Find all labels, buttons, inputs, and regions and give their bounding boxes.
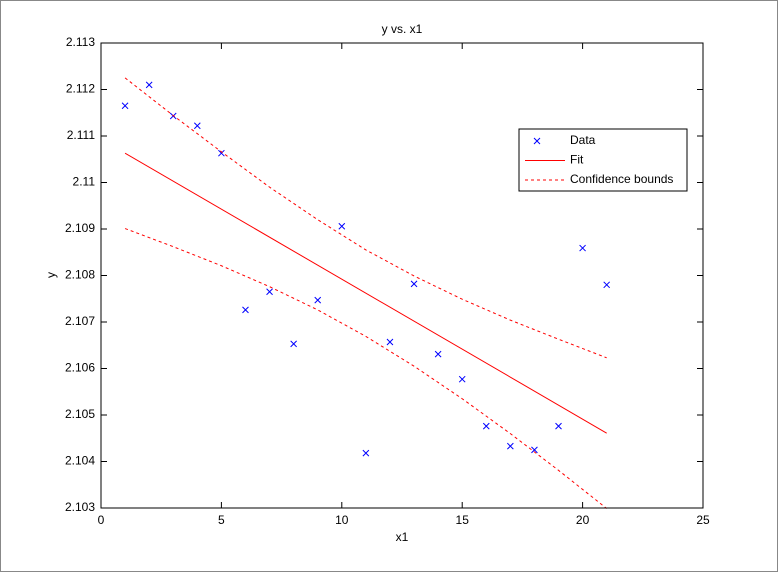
y-axis-label: y [44, 272, 58, 278]
data-point [290, 340, 297, 348]
x-tick-label: 5 [218, 513, 225, 527]
x-tick-label: 15 [456, 513, 470, 527]
x-tick-label: 20 [576, 513, 590, 527]
data-point [434, 350, 442, 358]
data-point [482, 422, 490, 430]
data-point [507, 442, 514, 450]
data-point [410, 280, 418, 288]
data-point [314, 296, 322, 304]
axes-box [100, 42, 704, 509]
data-point [579, 244, 586, 252]
chart-title: y vs. x1 [382, 22, 423, 36]
data-point [531, 446, 538, 454]
data-point [242, 306, 249, 314]
confidence-line [124, 77, 607, 359]
y-tick-label: 2.108 [65, 268, 95, 282]
data-point [145, 81, 153, 89]
y-tick-label: 2.104 [65, 454, 95, 468]
y-tick-label: 2.109 [65, 221, 95, 235]
legend-label: Confidence bounds [570, 172, 673, 186]
y-tick-label: 2.103 [65, 500, 95, 514]
plot-area [101, 43, 703, 508]
x-tick-label: 10 [335, 513, 349, 527]
legend-marker [533, 137, 541, 145]
x-axis-label: x1 [396, 530, 409, 544]
data-point [362, 449, 370, 457]
y-tick-label: 2.112 [66, 82, 95, 96]
y-tick-label: 2.11 [73, 175, 96, 189]
data-point [338, 222, 346, 230]
x-tick-label: 25 [696, 513, 710, 527]
y-tick-label: 2.107 [65, 314, 95, 328]
data-point [603, 281, 611, 289]
confidence-line [124, 228, 607, 509]
data-point [266, 288, 273, 296]
data-point [458, 375, 466, 383]
y-tick-label: 2.113 [66, 35, 95, 49]
fit-line [124, 152, 607, 434]
data-point [555, 422, 562, 430]
y-tick-label: 2.111 [67, 128, 96, 142]
data-point [386, 338, 394, 346]
data-point [121, 102, 129, 110]
legend-label: Data [570, 133, 596, 147]
y-tick-label: 2.105 [65, 407, 95, 421]
x-tick-label: 0 [98, 513, 105, 527]
data-point [218, 149, 225, 157]
y-tick-label: 2.106 [65, 361, 95, 375]
legend-label: Fit [570, 153, 584, 167]
data-point [193, 122, 201, 130]
